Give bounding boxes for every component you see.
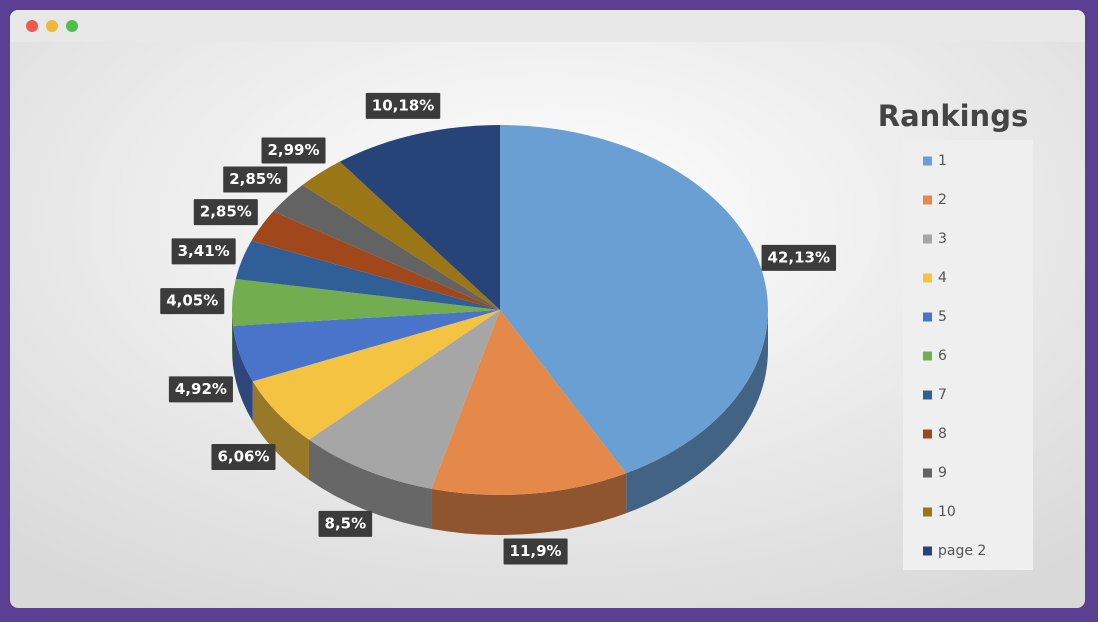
legend-swatch xyxy=(923,273,932,283)
data-label-box xyxy=(211,443,276,470)
legend-swatch xyxy=(923,195,932,205)
slice xyxy=(232,278,500,326)
slice xyxy=(339,125,500,310)
data-label: 4,92% xyxy=(175,380,227,398)
legend-box xyxy=(903,140,1033,570)
data-label-box xyxy=(365,92,441,119)
data-label: 42,13% xyxy=(768,248,830,266)
data-label: 2,85% xyxy=(229,170,281,188)
legend-swatch xyxy=(923,546,932,556)
slice xyxy=(252,310,500,440)
data-label-box xyxy=(261,137,326,164)
data-label: 4,05% xyxy=(166,292,218,310)
slice xyxy=(273,184,500,310)
legend-label: 6 xyxy=(938,348,947,364)
legend-label: 2 xyxy=(938,192,947,208)
legend-swatch xyxy=(923,507,932,517)
minimize-button[interactable] xyxy=(46,20,58,32)
legend-label: 1 xyxy=(938,153,947,169)
slice-side xyxy=(626,310,768,514)
legend-swatch xyxy=(923,468,932,478)
data-label-box xyxy=(168,376,233,403)
slice-side xyxy=(308,439,432,529)
slice-side xyxy=(232,310,233,366)
legend-swatch xyxy=(923,312,932,322)
data-label-box xyxy=(761,244,837,271)
slice-side xyxy=(431,473,627,535)
data-label: 8,5% xyxy=(325,514,367,532)
data-label-box xyxy=(193,199,258,226)
legend-swatch xyxy=(923,234,932,244)
close-button[interactable] xyxy=(26,20,38,32)
slice xyxy=(232,310,500,382)
legend-swatch xyxy=(923,429,932,439)
slice xyxy=(308,310,500,489)
title-bar xyxy=(10,10,1085,42)
slice-side xyxy=(252,381,309,480)
data-label: 11,9% xyxy=(510,542,562,560)
slice xyxy=(500,125,768,474)
legend-label: 3 xyxy=(938,231,947,247)
legend-label: 7 xyxy=(938,387,947,403)
slice xyxy=(235,240,500,310)
data-label: 2,85% xyxy=(200,203,252,221)
data-label-box xyxy=(171,238,236,265)
chart-title: Rankings xyxy=(878,99,1028,133)
legend-label: 5 xyxy=(938,309,947,325)
legend-label: 8 xyxy=(938,426,947,442)
legend-swatch xyxy=(923,156,932,166)
legend-label: 4 xyxy=(938,270,947,286)
slice xyxy=(431,310,627,495)
legend-label: page 2 xyxy=(938,543,986,559)
legend-label: 9 xyxy=(938,465,947,481)
data-label-box xyxy=(223,166,288,193)
maximize-button[interactable] xyxy=(66,20,78,32)
data-label-box xyxy=(318,510,373,537)
data-label-box xyxy=(160,288,225,315)
data-label: 10,18% xyxy=(372,96,434,114)
data-label: 2,99% xyxy=(267,141,319,159)
data-label: 3,41% xyxy=(178,242,230,260)
data-label-box xyxy=(503,538,568,565)
slice xyxy=(302,161,500,310)
legend-swatch xyxy=(923,351,932,361)
pie-chart: 42,13% 11,9% 8,5% 6,06% 4,92% 4,05% 3,41% 2,85%… xyxy=(160,92,837,565)
slice xyxy=(251,211,500,310)
slice-side xyxy=(232,325,253,422)
data-label: 6,06% xyxy=(217,447,269,465)
legend-label: 10 xyxy=(938,504,956,520)
legend-swatch xyxy=(923,390,932,400)
